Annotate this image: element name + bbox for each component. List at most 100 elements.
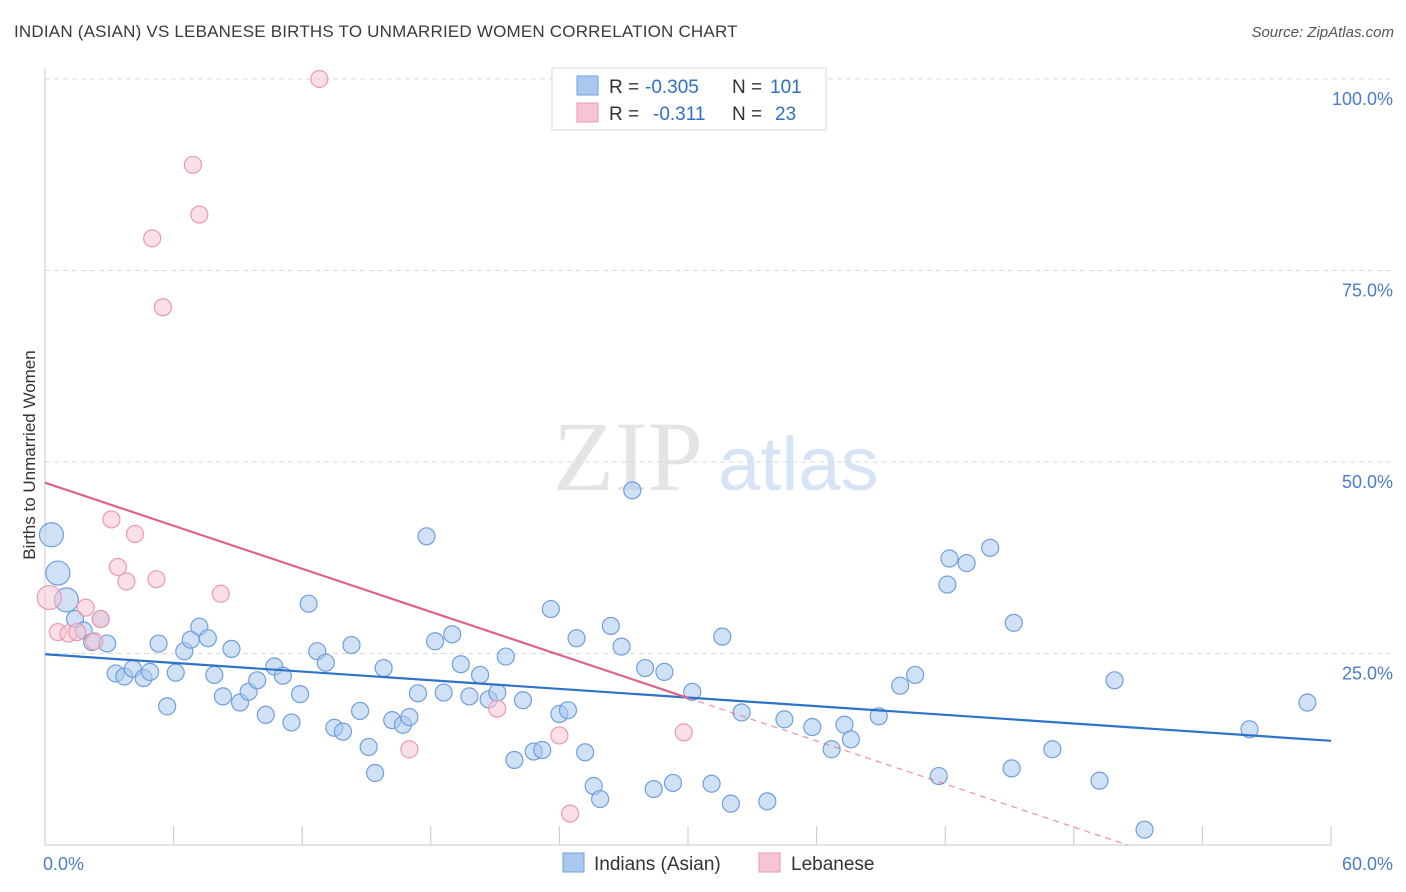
lebanese-point-7: [102, 510, 121, 529]
indians-asian-point-36: [342, 635, 361, 655]
indians-asian-point-26: [256, 705, 275, 724]
indians-asian-point-58: [533, 740, 552, 760]
lebanese-point-22: [674, 723, 693, 742]
series-lebanese: [36, 69, 693, 823]
indians-asian-point-59: [541, 599, 560, 619]
lebanese-point-0: [36, 584, 62, 611]
lebanese-point-3: [68, 622, 87, 642]
axes: [44, 68, 1331, 846]
correlation-legend: R = -0.305 N = 101 R = -0.311 N = 23: [551, 67, 827, 131]
y-tick-label-0: 25.0%: [1342, 664, 1393, 684]
lebanese-point-17: [310, 69, 329, 89]
indians-asian-point-86: [906, 665, 925, 685]
indians-asian-point-65: [591, 789, 610, 809]
indians-asian-point-31: [299, 594, 318, 613]
legend-swatch-blue: [576, 75, 599, 96]
lebanese-point-20: [561, 804, 580, 823]
indians-asian-point-13: [149, 634, 168, 653]
indians-asian-point-0: [38, 522, 65, 548]
indians-asian-point-76: [721, 794, 740, 813]
indians-asian-point-19: [198, 629, 217, 648]
indians-asian-point-49: [451, 655, 470, 674]
indians-asian-point-62: [567, 629, 586, 648]
indians-asian-point-39: [365, 763, 385, 783]
indians-asian-point-66: [601, 616, 620, 636]
lebanese-point-8: [108, 557, 127, 577]
indians-asian-point-79: [775, 710, 794, 729]
indians-asian-point-43: [400, 707, 419, 727]
series-legend: Indians (Asian) Lebanese: [562, 852, 874, 875]
indians-asian-point-14: [158, 697, 177, 716]
indians-asian-point-88: [938, 575, 957, 594]
x-tick-label-1: 60.0%: [1342, 854, 1393, 874]
y-tick-labels: 25.0% 50.0% 75.0% 100.0%: [1332, 89, 1393, 684]
indians-asian-point-21: [213, 687, 232, 706]
lebanese-point-16: [211, 584, 230, 603]
legend-n-value-1: 101: [770, 77, 802, 98]
indians-asian-point-94: [1043, 740, 1062, 759]
indians-asian-point-38: [359, 737, 378, 757]
lebanese-trend-line: [44, 481, 689, 699]
legend-r-value-2: -0.311: [653, 104, 705, 125]
indians-asian-point-68: [623, 481, 642, 500]
legend-r-value-1: -0.305: [645, 77, 699, 98]
indians-asian-point-78: [758, 792, 777, 811]
indians-asian-point-91: [981, 538, 1000, 557]
lebanese-trend-extension: [687, 697, 1128, 846]
lebanese-point-19: [488, 699, 507, 718]
indians-asian-point-97: [1135, 820, 1154, 839]
x-tick-labels: 0.0% 60.0%: [43, 854, 1393, 874]
indians-asian-point-98: [1240, 720, 1259, 739]
indians-asian-point-80: [803, 717, 822, 737]
lebanese-point-15: [190, 205, 209, 224]
y-tick-label-3: 100.0%: [1332, 89, 1393, 109]
indians-asian-point-90: [957, 554, 976, 573]
chart-title: INDIAN (ASIAN) VS LEBANESE BIRTHS TO UNM…: [14, 22, 738, 41]
indians-asian-point-12: [140, 662, 160, 681]
series-indians-asian: [38, 481, 1317, 839]
indians-asian-point-73: [683, 682, 702, 701]
regression-lines: [44, 481, 1332, 846]
y-axis-title: Births to Unmarried Women: [20, 350, 39, 559]
indians-asian-point-92: [1002, 759, 1021, 778]
indians-asian-point-35: [333, 722, 353, 741]
series-legend-swatch-pink: [758, 852, 781, 873]
legend-r-label-1: R =: [609, 77, 639, 98]
indians-asian-point-33: [316, 653, 335, 672]
indians-asian-point-84: [869, 707, 888, 726]
indians-asian-point-81: [822, 740, 841, 759]
indians-asian-point-46: [425, 632, 445, 651]
legend-r-label-2: R =: [609, 104, 639, 125]
indians-asian-point-83: [841, 730, 860, 749]
indians-asian-point-69: [636, 658, 655, 678]
lebanese-point-4: [76, 598, 95, 617]
lebanese-point-21: [550, 726, 569, 745]
series-legend-swatch-blue: [562, 852, 585, 873]
y-tick-label-1: 50.0%: [1342, 472, 1393, 492]
indians-asian-point-1: [45, 560, 71, 586]
y-tick-label-2: 75.0%: [1342, 281, 1393, 301]
lebanese-point-6: [91, 609, 110, 629]
indians-asian-point-50: [460, 687, 479, 706]
legend-n-label-1: N =: [732, 77, 762, 98]
indians-asian-point-99: [1298, 693, 1317, 712]
indians-asian-point-37: [350, 701, 370, 721]
series-legend-label-lebanese: Lebanese: [791, 854, 874, 875]
indians-asian-point-54: [496, 647, 515, 666]
indians-asian-point-30: [290, 684, 310, 704]
lebanese-point-13: [153, 298, 172, 317]
indians-asian-point-96: [1105, 671, 1124, 690]
indians-asian-point-74: [702, 774, 721, 793]
indians-asian-point-75: [713, 627, 732, 646]
watermark-atlas: atlas: [718, 422, 879, 507]
series-legend-label-indians: Indians (Asian): [594, 854, 721, 875]
indians-asian-point-22: [222, 639, 241, 659]
indians-asian-point-87: [929, 766, 948, 786]
indians-asian-point-70: [644, 779, 663, 799]
grid-lines: [44, 78, 1392, 845]
indians-asian-point-56: [513, 691, 533, 710]
indians-asian-point-67: [612, 637, 631, 656]
indians-asian-point-51: [470, 665, 490, 685]
lebanese-point-14: [183, 155, 202, 174]
